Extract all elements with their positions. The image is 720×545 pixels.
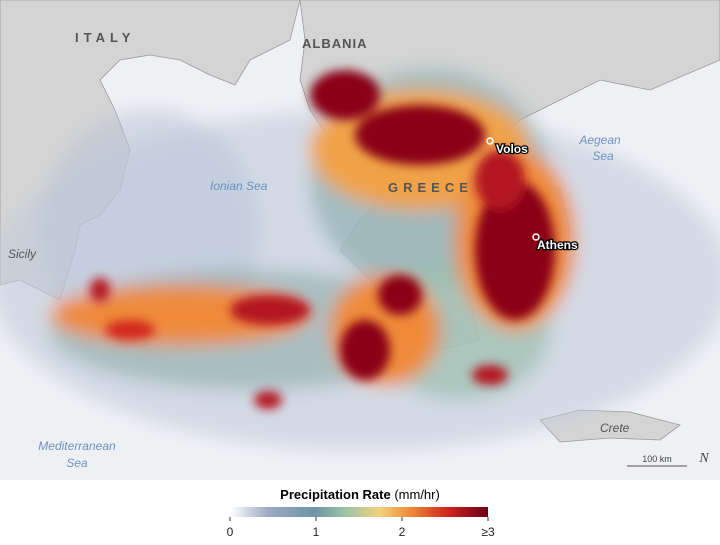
sea-label: Sea bbox=[592, 149, 614, 163]
colorbar-tick-label: 2 bbox=[399, 525, 406, 539]
legend-unit: (mm/hr) bbox=[394, 487, 440, 502]
colorbar-tick-label: 0 bbox=[227, 525, 234, 539]
sea-label: Ionian Sea bbox=[210, 179, 268, 193]
north-arrow: N bbox=[698, 451, 709, 466]
city-marker bbox=[486, 137, 494, 145]
city-label: Athens bbox=[537, 238, 578, 252]
sea-label: Mediterranean bbox=[38, 439, 116, 453]
sea-label: Sea bbox=[66, 456, 88, 470]
land-label: Crete bbox=[600, 421, 630, 435]
colorbar-tick-label: ≥3 bbox=[481, 525, 495, 539]
land-label: Sicily bbox=[8, 247, 37, 261]
city-label: Volos bbox=[496, 142, 528, 156]
legend: Precipitation Rate (mm/hr) 0 1 2 ≥3 bbox=[227, 487, 495, 539]
legend-title: Precipitation Rate (mm/hr) bbox=[280, 487, 440, 502]
legend-title-text: Precipitation Rate bbox=[280, 487, 391, 502]
sea-label: Aegean bbox=[578, 133, 621, 147]
scale-label: 100 km bbox=[642, 454, 672, 464]
colorbar bbox=[230, 507, 488, 517]
map: ITALY ALBANIA GREECE Volos Athens Aegean… bbox=[0, 0, 720, 480]
country-label: ITALY bbox=[75, 30, 135, 45]
heavy-precipitation bbox=[90, 70, 555, 409]
colorbar-tick-label: 1 bbox=[313, 525, 320, 539]
city-marker bbox=[532, 233, 540, 241]
country-label: ALBANIA bbox=[302, 36, 368, 51]
country-label: GREECE bbox=[388, 180, 473, 195]
